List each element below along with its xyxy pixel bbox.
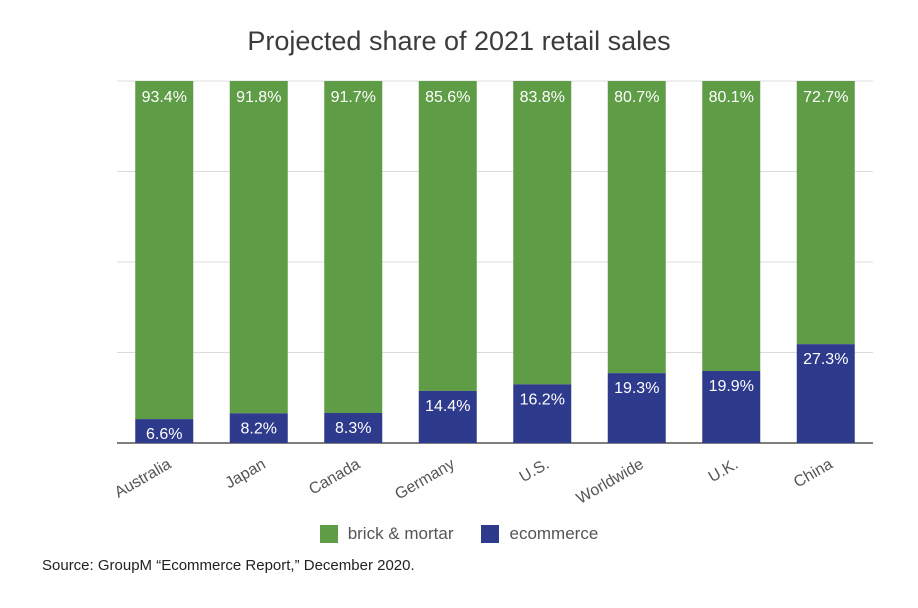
- bar-ecommerce-canada: [324, 412, 383, 443]
- x-tick-label: Germany: [392, 456, 457, 504]
- bar-brick-us: [513, 81, 572, 385]
- data-label-brick: 83.8%: [520, 89, 565, 106]
- bar-ecommerce-china: [796, 344, 855, 443]
- legend-swatch-brick: [319, 525, 338, 543]
- x-tick-label: U.K.: [706, 456, 741, 486]
- x-tick-label: U.S.: [517, 456, 552, 486]
- bar-ecommerce-germany: [418, 390, 477, 443]
- legend-swatch-ecommerce: [481, 525, 500, 543]
- bar-ecommerce-japan: [229, 413, 288, 443]
- data-label-ecommerce: 19.9%: [709, 378, 754, 395]
- data-label-brick: 80.1%: [709, 89, 754, 106]
- x-tick-label: Japan: [222, 456, 268, 493]
- data-label-brick: 72.7%: [803, 89, 848, 106]
- chart-title: Projected share of 2021 retail sales: [247, 26, 671, 56]
- legend: brick & mortar ecommerce: [0, 524, 918, 544]
- data-label-brick: 93.4%: [142, 89, 187, 106]
- source-note: Source: GroupM “Ecommerce Report,” Decem…: [42, 557, 415, 574]
- bar-brick-germany: [418, 81, 477, 391]
- bar-brick-australia: [135, 81, 194, 420]
- legend-item-ecommerce: ecommerce: [481, 524, 598, 544]
- x-tick-label: China: [791, 456, 836, 492]
- data-label-ecommerce: 14.4%: [425, 398, 470, 415]
- data-label-brick: 91.7%: [331, 89, 376, 106]
- data-label-ecommerce: 8.2%: [241, 420, 277, 437]
- bar-brick-uk: [702, 81, 761, 371]
- data-label-ecommerce: 16.2%: [520, 391, 565, 408]
- bar-ecommerce-uk: [702, 370, 761, 443]
- bar-brick-japan: [229, 81, 288, 414]
- data-label-ecommerce: 8.3%: [335, 420, 371, 437]
- x-tick-label: Worldwide: [574, 456, 647, 508]
- legend-label-ecommerce: ecommerce: [509, 524, 599, 543]
- bar-ecommerce-worldwide: [607, 373, 666, 443]
- legend-item-brick: brick & mortar: [319, 524, 454, 544]
- data-label-ecommerce: 6.6%: [146, 426, 182, 443]
- data-label-brick: 80.7%: [614, 89, 659, 106]
- legend-label-brick: brick & mortar: [347, 524, 454, 543]
- bar-ecommerce-us: [513, 384, 572, 443]
- bar-brick-worldwide: [607, 81, 666, 374]
- x-tick-label: Australia: [112, 456, 174, 502]
- data-label-brick: 91.8%: [236, 89, 281, 106]
- bar-brick-canada: [324, 81, 383, 413]
- data-label-brick: 85.6%: [425, 89, 470, 106]
- x-tick-label: Canada: [306, 456, 363, 499]
- bar-brick-china: [796, 81, 855, 345]
- data-label-ecommerce: 19.3%: [614, 380, 659, 397]
- data-label-ecommerce: 27.3%: [803, 351, 848, 368]
- bar-ecommerce-australia: [135, 419, 194, 443]
